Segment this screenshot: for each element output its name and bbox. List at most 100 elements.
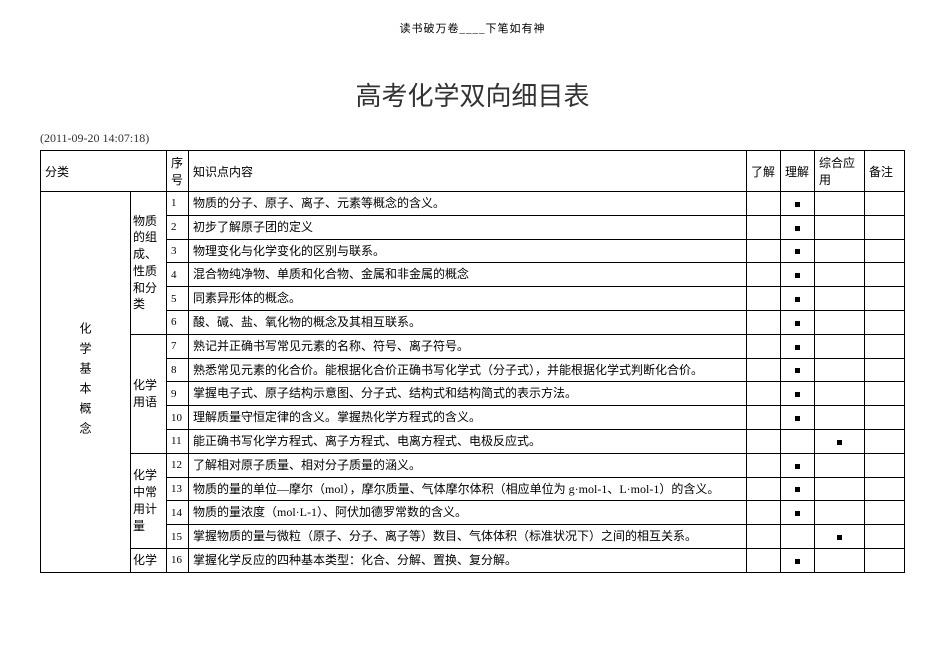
cell-apply — [815, 239, 865, 263]
table-row: 10 理解质量守恒定律的含义。掌握热化学方程式的含义。 — [41, 406, 905, 430]
mark-icon — [795, 487, 800, 492]
cell-understand — [747, 406, 781, 430]
mark-icon — [795, 559, 800, 564]
row-topic: 掌握物质的量与微粒（原子、分子、离子等）数目、气体体积（标准状况下）之间的相互关… — [189, 525, 747, 549]
cell-apply — [815, 501, 865, 525]
mark-icon — [795, 202, 800, 207]
table-row: 8 熟悉常见元素的化合价。能根据化合价正确书写化学式（分子式），并能根据化学式判… — [41, 358, 905, 382]
subgroup-4: 化学 — [131, 548, 167, 572]
mark-icon — [795, 416, 800, 421]
cell-apply — [815, 287, 865, 311]
header-motto: 读书破万卷____下笔如有神 — [40, 20, 905, 36]
cell-remark — [865, 192, 905, 216]
cell-apply — [815, 310, 865, 334]
cell-comprehend — [781, 358, 815, 382]
mark-icon — [795, 392, 800, 397]
cell-understand — [747, 192, 781, 216]
cell-comprehend — [781, 334, 815, 358]
cell-apply — [815, 525, 865, 549]
subgroup-2: 化学用语 — [131, 334, 167, 453]
row-index: 5 — [167, 287, 189, 311]
cell-remark — [865, 263, 905, 287]
header-row: 分类 序号 知识点内容 了解 理解 综合应用 备注 — [41, 151, 905, 192]
row-index: 6 — [167, 310, 189, 334]
cell-apply — [815, 429, 865, 453]
table-row: 15 掌握物质的量与微粒（原子、分子、离子等）数目、气体体积（标准状况下）之间的… — [41, 525, 905, 549]
row-topic: 了解相对原子质量、相对分子质量的涵义。 — [189, 453, 747, 477]
table-row: 5 同素异形体的概念。 — [41, 287, 905, 311]
category-main: 化学基本概念 — [41, 192, 131, 573]
cell-comprehend — [781, 239, 815, 263]
table-row: 化学基本概念 物质的组成、性质和分类 1 物质的分子、原子、离子、元素等概念的含… — [41, 192, 905, 216]
row-topic: 物质的分子、原子、离子、元素等概念的含义。 — [189, 192, 747, 216]
cell-comprehend — [781, 263, 815, 287]
cell-comprehend — [781, 453, 815, 477]
row-topic: 能正确书写化学方程式、离子方程式、电离方程式、电极反应式。 — [189, 429, 747, 453]
mark-icon — [837, 535, 842, 540]
row-topic: 酸、碱、盐、氧化物的概念及其相互联系。 — [189, 310, 747, 334]
row-index: 2 — [167, 215, 189, 239]
cell-comprehend — [781, 192, 815, 216]
cell-comprehend — [781, 525, 815, 549]
mark-icon — [795, 464, 800, 469]
col-remark: 备注 — [865, 151, 905, 192]
table-row: 13 物质的量的单位—摩尔（mol），摩尔质量、气体摩尔体积（相应单位为 g·m… — [41, 477, 905, 501]
cell-remark — [865, 477, 905, 501]
cell-apply — [815, 453, 865, 477]
mark-icon — [795, 273, 800, 278]
cell-comprehend — [781, 429, 815, 453]
table-row: 化学 16 掌握化学反应的四种基本类型：化合、分解、置换、复分解。 — [41, 548, 905, 572]
col-understand: 了解 — [747, 151, 781, 192]
row-index: 7 — [167, 334, 189, 358]
row-topic: 掌握电子式、原子结构示意图、分子式、结构式和结构简式的表示方法。 — [189, 382, 747, 406]
cell-remark — [865, 287, 905, 311]
table-row: 9 掌握电子式、原子结构示意图、分子式、结构式和结构简式的表示方法。 — [41, 382, 905, 406]
cell-understand — [747, 477, 781, 501]
cell-comprehend — [781, 310, 815, 334]
cell-remark — [865, 334, 905, 358]
cell-understand — [747, 525, 781, 549]
cell-remark — [865, 501, 905, 525]
row-topic: 物质的量的单位—摩尔（mol），摩尔质量、气体摩尔体积（相应单位为 g·mol-… — [189, 477, 747, 501]
cell-comprehend — [781, 548, 815, 572]
cell-remark — [865, 382, 905, 406]
table-row: 化学中常用计量 12 了解相对原子质量、相对分子质量的涵义。 — [41, 453, 905, 477]
row-index: 10 — [167, 406, 189, 430]
cell-remark — [865, 358, 905, 382]
mark-icon — [795, 297, 800, 302]
row-index: 8 — [167, 358, 189, 382]
row-index: 12 — [167, 453, 189, 477]
mark-icon — [795, 249, 800, 254]
col-apply: 综合应用 — [815, 151, 865, 192]
row-index: 13 — [167, 477, 189, 501]
row-topic: 混合物纯净物、单质和化合物、金属和非金属的概念 — [189, 263, 747, 287]
cell-comprehend — [781, 477, 815, 501]
table-row: 化学用语 7 熟记并正确书写常见元素的名称、符号、离子符号。 — [41, 334, 905, 358]
row-topic: 理解质量守恒定律的含义。掌握热化学方程式的含义。 — [189, 406, 747, 430]
cell-comprehend — [781, 215, 815, 239]
cell-comprehend — [781, 382, 815, 406]
table-row: 11 能正确书写化学方程式、离子方程式、电离方程式、电极反应式。 — [41, 429, 905, 453]
cell-understand — [747, 287, 781, 311]
cell-remark — [865, 310, 905, 334]
cell-remark — [865, 429, 905, 453]
row-index: 9 — [167, 382, 189, 406]
cell-remark — [865, 239, 905, 263]
cell-remark — [865, 548, 905, 572]
cell-understand — [747, 239, 781, 263]
cell-apply — [815, 382, 865, 406]
row-index: 11 — [167, 429, 189, 453]
cell-understand — [747, 358, 781, 382]
table-row: 2 初步了解原子团的定义 — [41, 215, 905, 239]
row-topic: 熟悉常见元素的化合价。能根据化合价正确书写化学式（分子式），并能根据化学式判断化… — [189, 358, 747, 382]
cell-apply — [815, 334, 865, 358]
cell-apply — [815, 263, 865, 287]
mark-icon — [795, 511, 800, 516]
spec-table: 分类 序号 知识点内容 了解 理解 综合应用 备注 化学基本概念 物质的组成、性… — [40, 150, 905, 573]
row-topic: 物理变化与化学变化的区别与联系。 — [189, 239, 747, 263]
row-index: 1 — [167, 192, 189, 216]
mark-icon — [795, 321, 800, 326]
cell-understand — [747, 382, 781, 406]
subgroup-1: 物质的组成、性质和分类 — [131, 192, 167, 335]
table-row: 4 混合物纯净物、单质和化合物、金属和非金属的概念 — [41, 263, 905, 287]
